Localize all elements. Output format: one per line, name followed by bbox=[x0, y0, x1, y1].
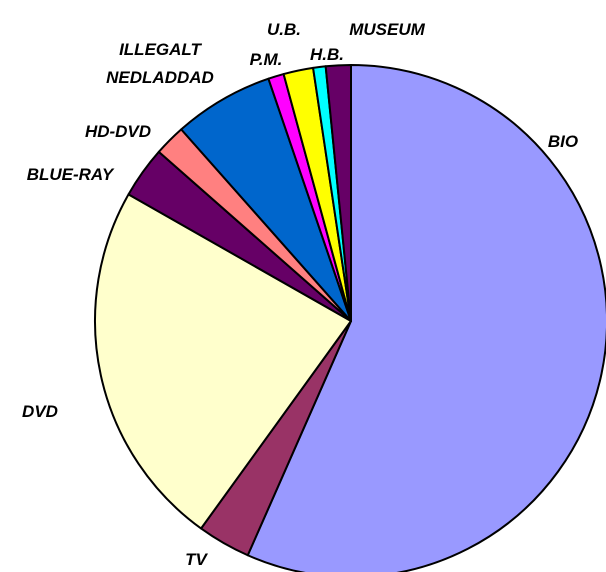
slice-label-blue-ray: BLUE-RAY bbox=[27, 165, 115, 184]
slice-label-h-b: H.B. bbox=[310, 45, 344, 64]
pie-slice-museum bbox=[324, 64, 352, 322]
slice-label-museum: MUSEUM bbox=[349, 20, 425, 39]
slice-label-hd-dvd: HD-DVD bbox=[85, 122, 151, 141]
slice-label-dvd: DVD bbox=[22, 402, 58, 421]
slice-label-illegalt-nedladdad: ILLEGALT NEDLADDAD bbox=[106, 40, 214, 87]
slice-label-u-b: U.B. bbox=[267, 20, 301, 39]
slice-label-tv: TV bbox=[185, 550, 208, 569]
pie-slices bbox=[94, 64, 606, 572]
slice-label-bio: BIO bbox=[548, 132, 578, 151]
pie-labels: BIO TV DVD BLUE-RAY HD-DVD ILLEGALT NEDLADDAD P… bbox=[22, 20, 578, 569]
slice-label-p-m: P.M. bbox=[250, 50, 283, 69]
pie-slice-dvd bbox=[94, 193, 352, 530]
pie-slice-bio bbox=[246, 64, 606, 572]
